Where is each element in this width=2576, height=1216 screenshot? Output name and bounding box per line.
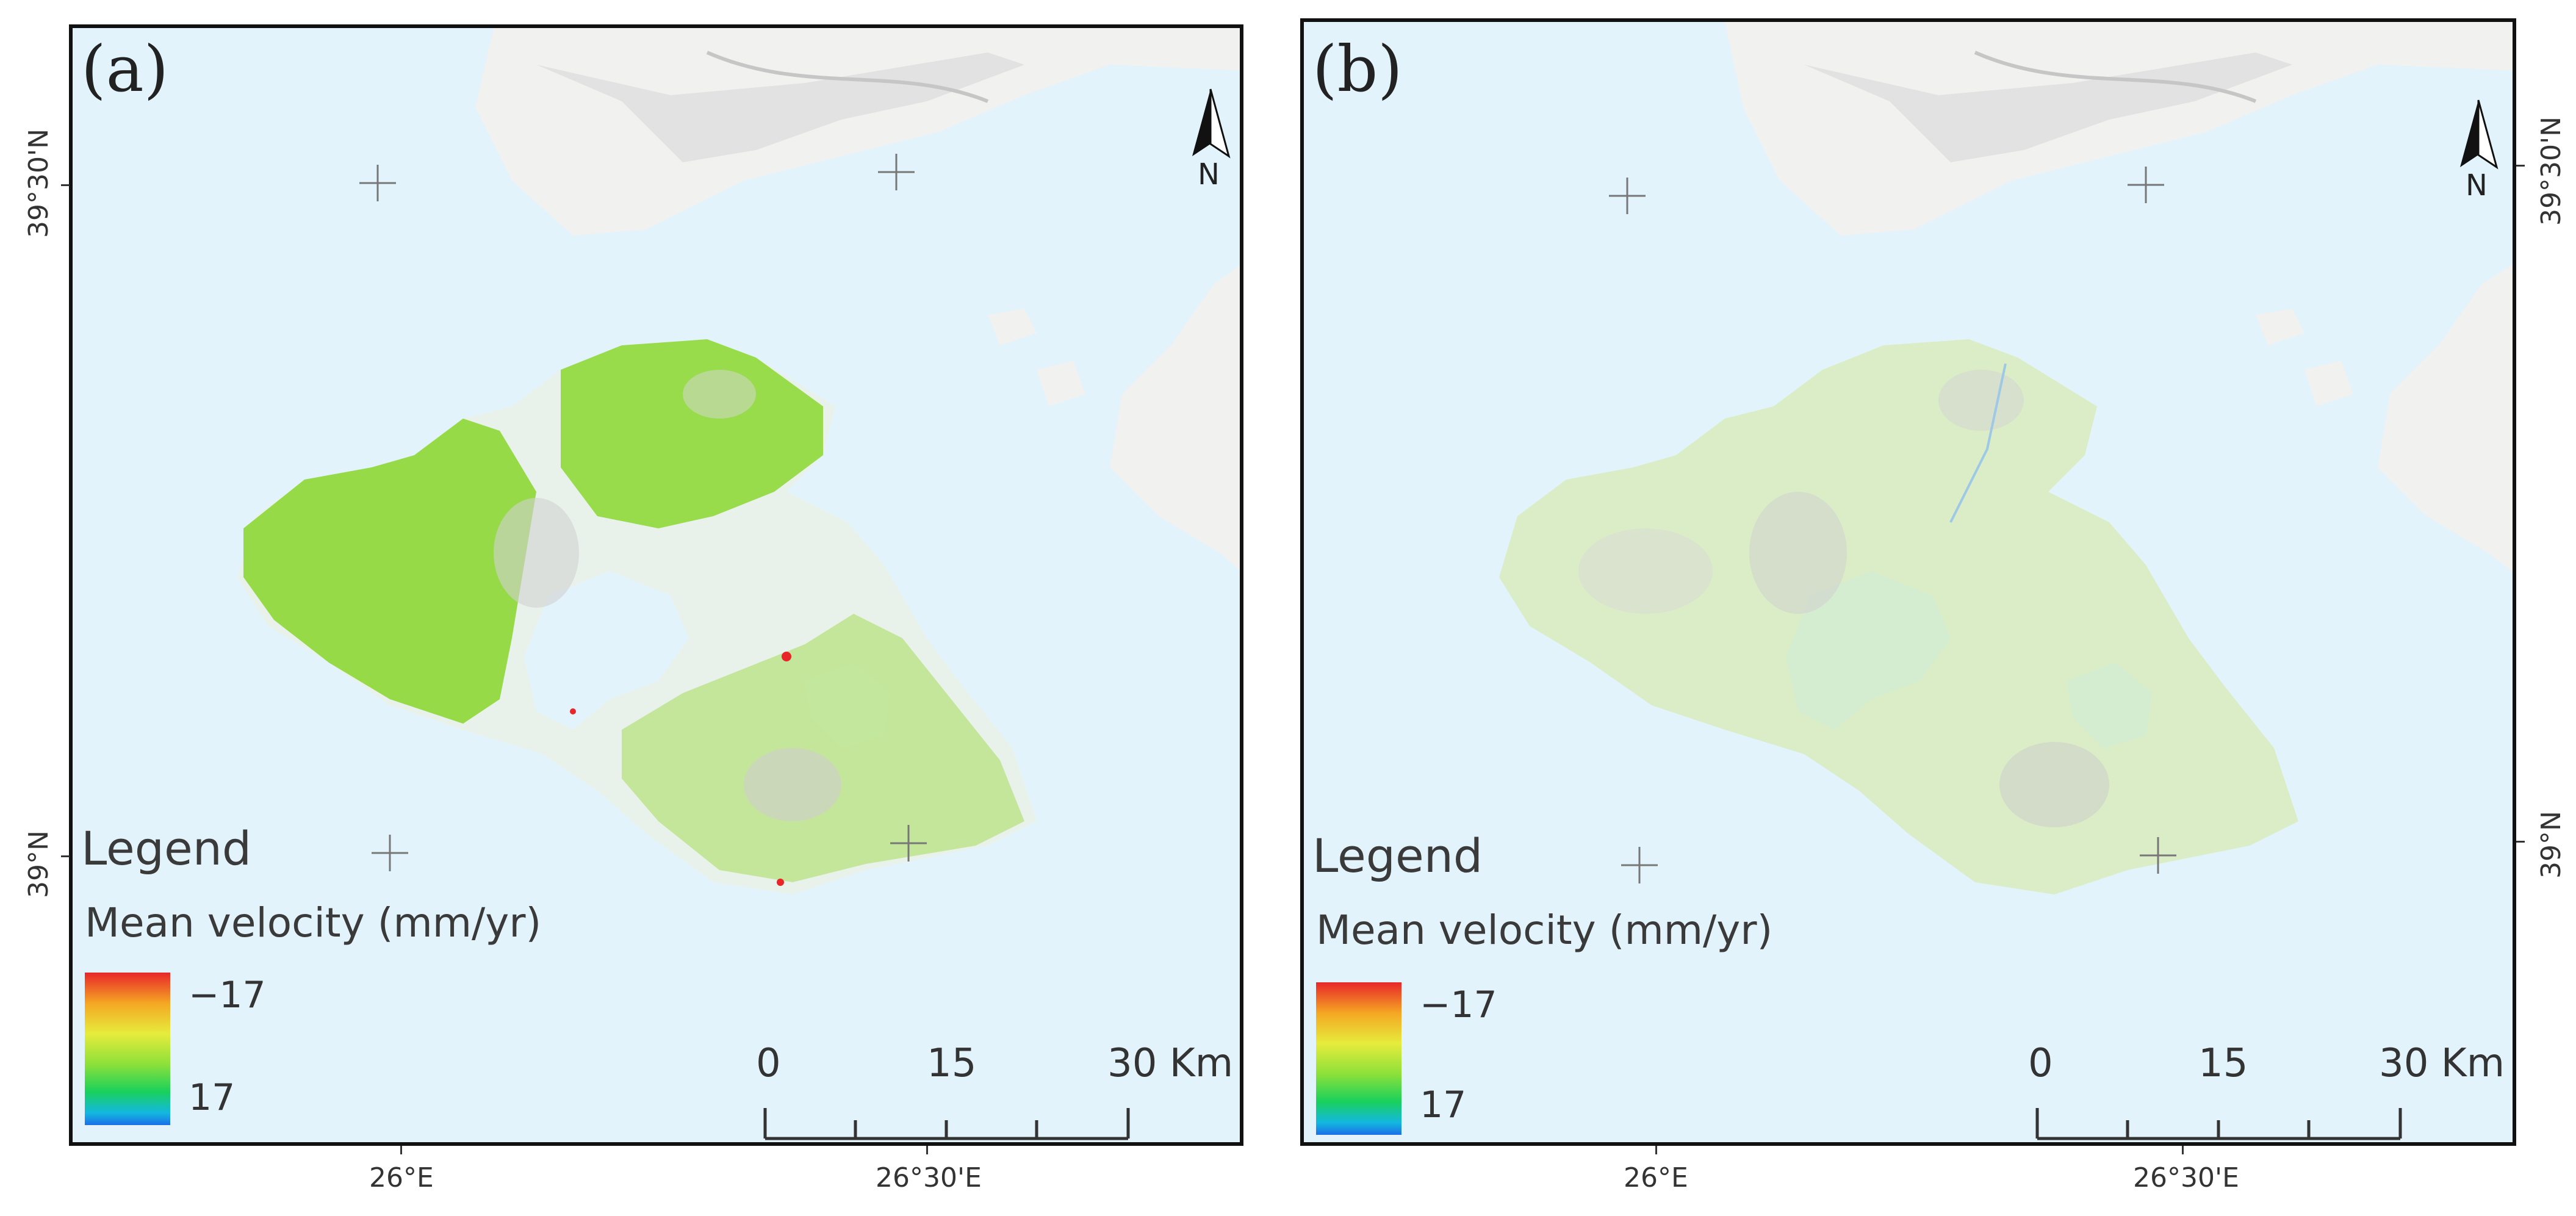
velocity-color-ramp-b	[1316, 982, 1401, 1135]
map-frame-b: (b) N Legend Mean velocity (mm/yr) −17 1…	[1300, 18, 2516, 1146]
lon-tick-right-b	[2182, 1146, 2184, 1154]
velocity-points-north-a	[561, 339, 823, 528]
gulf-kalloni-b	[1786, 571, 1951, 730]
lat-tick-top-a	[61, 184, 70, 186]
lat-label-bottom-b: 39°N	[2536, 811, 2567, 879]
gulf-gera-b	[2067, 663, 2152, 748]
velocity-points-island-b	[1499, 339, 2298, 894]
relief-3-b	[1938, 370, 2024, 431]
panel-label-a: (a)	[81, 32, 169, 106]
mainland-north-relief-b	[1804, 52, 2292, 162]
relief-2-a	[744, 748, 841, 821]
hotspot-1-a	[782, 652, 791, 661]
mainland-north	[475, 28, 1240, 236]
graticule-a	[359, 154, 927, 871]
panel-label-b: (b)	[1312, 32, 1403, 106]
coast-road	[706, 51, 989, 103]
scale-label-15-b: 15	[2198, 1041, 2248, 1086]
relief-1-b	[1749, 492, 1847, 614]
map-canvas-b	[1499, 22, 2513, 894]
lon-tick-left-b	[1655, 1146, 1657, 1154]
lon-tick-right-a	[926, 1146, 928, 1154]
north-arrow-icon	[2460, 99, 2499, 170]
lat-tick-bottom-b	[2516, 841, 2525, 843]
north-label-a: N	[1198, 157, 1220, 192]
relief-1-a	[494, 498, 579, 608]
legend-title-a: Legend	[81, 821, 252, 876]
river-b	[1949, 363, 2007, 523]
graticule-b	[1609, 167, 2176, 883]
lon-label-left-b: 26°E	[1624, 1162, 1688, 1193]
islet-east-2-b	[2304, 361, 2353, 406]
lon-label-right-b: 26°30'E	[2133, 1162, 2239, 1193]
scale-label-30-a: 30 Km	[1107, 1041, 1234, 1086]
north-label-b: N	[2466, 168, 2488, 203]
mainland-north-relief	[536, 52, 1024, 162]
ramp-top-label-b: −17	[1420, 984, 1497, 1026]
gulf-kalloni-a	[524, 571, 689, 730]
relief-2-b	[1999, 742, 2109, 827]
islet-east-2	[1037, 361, 1085, 406]
scale-label-15-a: 15	[927, 1041, 977, 1086]
relief-3-a	[683, 370, 756, 419]
velocity-points-southeast-a	[622, 614, 1024, 882]
scale-bar-a	[763, 1108, 1130, 1140]
hotspot-3-a	[570, 708, 576, 714]
legend-subtitle-b: Mean velocity (mm/yr)	[1316, 907, 1773, 954]
lat-label-top-a: 39°30'N	[23, 129, 54, 238]
mainland-east	[1110, 265, 1240, 571]
lat-label-bottom-a: 39°N	[23, 830, 54, 898]
scale-label-0-a: 0	[756, 1041, 781, 1086]
legend-subtitle-a: Mean velocity (mm/yr)	[85, 899, 542, 946]
north-arrow-icon	[1192, 88, 1231, 159]
velocity-points-west-a	[243, 419, 536, 724]
lon-tick-left-a	[400, 1146, 402, 1154]
legend-title-b: Legend	[1312, 829, 1483, 883]
ramp-bottom-label-a: 17	[189, 1076, 236, 1119]
scale-label-30-b: 30 Km	[2379, 1041, 2505, 1086]
mainland-north-b	[1725, 22, 2513, 236]
relief-4-b	[1578, 528, 1713, 614]
lon-label-right-a: 26°30'E	[876, 1162, 982, 1193]
panel-b: (b) N Legend Mean velocity (mm/yr) −17 1…	[1288, 0, 2576, 1216]
coast-road-b	[1974, 51, 2257, 103]
map-frame-a: (a) N Legend Mean velocity (mm/yr) −17 1…	[69, 24, 1243, 1146]
ramp-top-label-a: −17	[189, 974, 266, 1016]
lon-label-left-a: 26°E	[369, 1162, 434, 1193]
islet-east	[988, 309, 1037, 345]
ramp-bottom-label-b: 17	[1420, 1084, 1467, 1126]
lat-tick-top-b	[2516, 165, 2525, 167]
velocity-color-ramp-a	[85, 973, 170, 1125]
scale-bar-b	[2035, 1108, 2402, 1140]
hotspot-2-a	[777, 879, 784, 886]
lat-tick-bottom-a	[61, 855, 70, 857]
scale-label-0-b: 0	[2028, 1041, 2053, 1086]
panel-a: (a) N Legend Mean velocity (mm/yr) −17 1…	[23, 24, 1243, 1193]
mainland-east-b	[2378, 264, 2513, 572]
map-canvas-a	[237, 28, 1240, 894]
islet-east-b	[2256, 309, 2304, 345]
lat-label-top-b: 39°30'N	[2536, 117, 2567, 226]
